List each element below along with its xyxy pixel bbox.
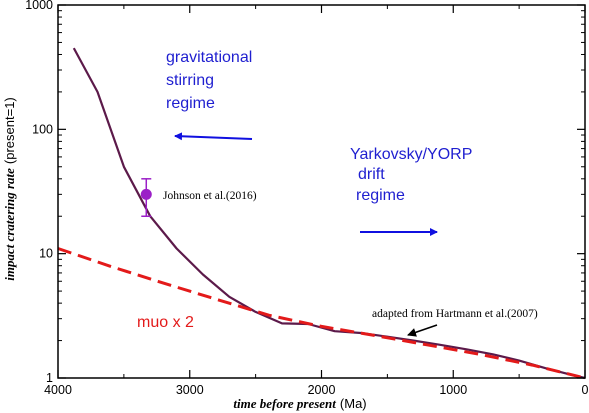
x-tick-label-2: 2000 — [308, 383, 336, 397]
series-line-0 — [72, 47, 586, 380]
data-point-0 — [140, 188, 152, 200]
y-tick-label-0: 1 — [46, 371, 53, 385]
x-tick-label-3: 1000 — [439, 383, 467, 397]
annotation-hartmann: adapted from Hartmann et al.(2007) — [372, 308, 538, 320]
y-axis-title: impact cratering rate(present=1) — [2, 97, 17, 281]
annotation-gravitational: gravitational stirring regime — [166, 49, 252, 112]
y-tick-label-2: 100 — [32, 122, 53, 136]
plot-layer — [57, 47, 586, 380]
annotation-johnson: Johnson et al.(2016) — [163, 190, 257, 202]
axes-layer: 4000 3000 2000 1000 0 1 10 100 1000 — [25, 0, 588, 397]
annotation-muo: muo x 2 — [137, 314, 194, 331]
annotation-yarkovsky-line3: regime — [356, 187, 405, 204]
series-line-1 — [57, 247, 586, 380]
annotation-gravitational-line1: gravitational — [166, 49, 252, 66]
annotation-gravitational-line2: stirring — [166, 72, 214, 89]
y-tick-label-1: 10 — [39, 247, 53, 261]
annotation-yarkovsky: Yarkovsky/YORP drift regime — [350, 146, 472, 204]
x-tick-label-4: 0 — [582, 383, 589, 397]
y-tick-label-3: 1000 — [25, 0, 53, 12]
annotation-gravitational-line3: regime — [166, 95, 215, 112]
annotation-yarkovsky-line1: Yarkovsky/YORP — [350, 146, 472, 163]
arrow-hartmann — [407, 324, 438, 337]
x-axis-title: time before present (Ma) — [233, 396, 366, 411]
annotation-yarkovsky-line2: drift — [358, 166, 385, 183]
x-tick-label-1: 3000 — [176, 383, 204, 397]
arrow-gravitational — [174, 132, 253, 141]
x-tick-label-0: 4000 — [44, 383, 72, 397]
